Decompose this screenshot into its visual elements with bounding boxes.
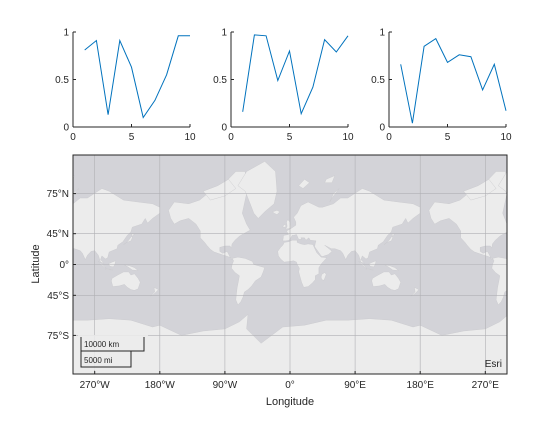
land-mass (543, 224, 546, 227)
x-tick-label: 0 (70, 132, 76, 143)
land-mass (150, 286, 159, 297)
land-mass (384, 264, 400, 271)
land-mass (324, 175, 336, 183)
land-mass (0, 161, 17, 218)
plot-background (231, 32, 348, 127)
plot-background (389, 32, 506, 127)
land-mass (282, 188, 421, 264)
land-mass (383, 233, 396, 245)
land-mass (368, 260, 377, 268)
y-tick-label: 0 (221, 123, 227, 134)
land-mass (111, 271, 141, 291)
line-plot-2: 0 5 10 0 0.5 1 (213, 28, 354, 144)
x-tick-label: 0 (228, 132, 234, 143)
land-mass (298, 179, 310, 189)
map-graticule (73, 155, 507, 374)
land-mass (285, 219, 291, 230)
series-line (242, 34, 349, 116)
land-mass (320, 272, 327, 281)
land-mass (546, 220, 551, 230)
lon-tick-label: 90°E (344, 380, 366, 391)
land-mass (538, 240, 560, 287)
y-tick-label: 0.5 (213, 75, 227, 86)
scale-bar: 10000 km 5000 mi (78, 335, 148, 370)
land-mass (12, 210, 19, 214)
land-mass (410, 286, 420, 297)
land-mass (0, 257, 4, 305)
lon-tick-label: 180°E (407, 380, 435, 391)
land-mass (105, 268, 114, 271)
land-mass (38, 179, 49, 188)
map-attribution: Esri (485, 359, 502, 370)
x-tick-label: 5 (129, 132, 135, 143)
scale-bar-mi-line (80, 351, 132, 368)
x-tick-label: 5 (287, 132, 293, 143)
land-mass (491, 256, 507, 306)
line-plot-1: 0 5 10 0 0.5 1 (55, 28, 196, 144)
y-tick-label: 1 (63, 28, 69, 39)
x-tick-label: 10 (500, 132, 512, 143)
land-mass (108, 260, 116, 268)
land-mass (123, 233, 135, 245)
lon-tick-label: 180°W (145, 380, 176, 391)
land-mass (498, 171, 507, 196)
lat-tick-label: 45°S (47, 291, 69, 302)
x-tick-label: 10 (342, 132, 354, 143)
y-tick-label: 0.5 (371, 75, 385, 86)
land-mass (22, 224, 25, 227)
land-mass (237, 161, 278, 219)
land-mass (371, 271, 401, 291)
lon-tick-label: 0° (285, 380, 295, 391)
land-mass (124, 264, 139, 271)
scale-bar-background (78, 335, 148, 370)
series-line (400, 37, 507, 124)
y-tick-label: 0.5 (55, 75, 69, 86)
lon-tick-label: 90°W (213, 380, 238, 391)
x-tick-label: 10 (184, 132, 196, 143)
land-mass (365, 268, 374, 271)
series-line (84, 35, 190, 119)
y-tick-label: 0 (63, 123, 69, 134)
scale-bar-mi-label: 5000 mi (84, 356, 113, 365)
y-tick-label: 1 (221, 28, 227, 39)
lat-tick-label: 0° (59, 260, 69, 271)
x-tick-label: 5 (445, 132, 451, 143)
lat-tick-label: 45°N (47, 229, 69, 240)
land-mass (329, 188, 340, 203)
land-mass (282, 223, 286, 228)
land-mass (272, 210, 281, 215)
line-plot-3: 0 5 10 0 0.5 1 (371, 28, 512, 144)
map-y-axis-label: Latitude (30, 244, 42, 283)
land-mass (543, 189, 560, 264)
land-mass (463, 179, 497, 201)
land-mass (533, 210, 540, 214)
land-mass (202, 179, 237, 201)
map-x-axis-label: Longitude (266, 396, 314, 408)
land-mass (25, 220, 30, 230)
x-tick-label: 0 (386, 132, 392, 143)
scale-bar-km-label: 10000 km (84, 340, 119, 349)
y-tick-label: 0 (379, 123, 385, 134)
lon-tick-label: 270°E (472, 380, 500, 391)
land-mass (73, 188, 79, 197)
lat-tick-label: 75°S (47, 331, 69, 342)
world-map[interactable]: 270°W 180°W 90°W 0° 90°E 180°E 270°E 75°N 45°N 0°… (0, 154, 560, 391)
scale-bar-km-line (80, 337, 145, 352)
lon-tick-label: 270°W (80, 380, 111, 391)
map-ticks: 270°W 180°W 90°W 0° 90°E 180°E 270°E 75°N 45°N 0°… (47, 189, 500, 391)
land-mass (61, 273, 66, 281)
plot-background (73, 32, 190, 127)
lat-tick-label: 75°N (47, 189, 69, 200)
y-tick-label: 1 (379, 28, 385, 39)
